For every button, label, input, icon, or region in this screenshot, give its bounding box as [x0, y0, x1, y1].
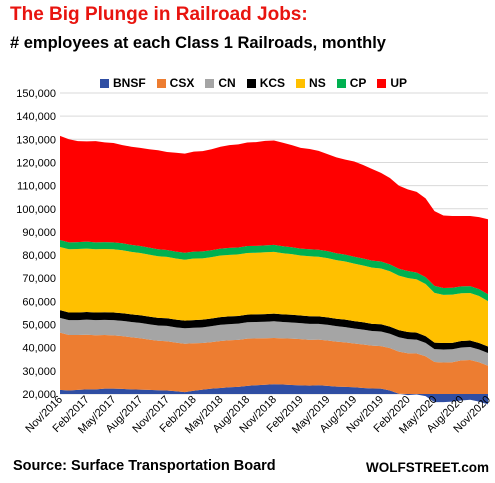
- legend-label: CP: [349, 76, 367, 90]
- area-cn: [60, 317, 488, 366]
- y-axis: 20,000 30,000 40,000 50,000 60,000 70,000 80,0…: [16, 88, 56, 401]
- y-tick-label: 80,000: [22, 250, 56, 262]
- legend-label: CSX: [169, 76, 195, 90]
- area-up: [60, 135, 488, 295]
- legend-item-up: UP: [377, 76, 407, 90]
- area-bnsf: [60, 384, 488, 405]
- area-csx: [60, 332, 488, 394]
- y-tick-label: 120,000: [16, 157, 56, 169]
- legend-label: UP: [390, 76, 408, 90]
- chart-legend: BNSF CSX CN KCS NS CP UP: [100, 73, 418, 93]
- legend-item-csx: CSX: [156, 76, 195, 90]
- area-kcs: [60, 310, 488, 354]
- source-note: Source: Surface Transportation Board: [13, 458, 276, 474]
- legend-swatch: [377, 78, 387, 88]
- legend-item-cn: CN: [205, 76, 236, 90]
- legend-label: NS: [309, 76, 326, 90]
- legend-item-kcs: KCS: [246, 76, 286, 90]
- brand-label: WOLFSTREET.com: [365, 460, 489, 475]
- legend-swatch: [205, 78, 215, 88]
- legend-label: CN: [218, 76, 236, 90]
- chart-title: The Big Plunge in Railroad Jobs:: [10, 4, 308, 25]
- x-axis: Nov/2016Feb/2017May/2017Aug/2017Nov/2017…: [23, 394, 493, 437]
- y-tick-label: 140,000: [16, 111, 56, 123]
- legend-swatch: [296, 78, 306, 88]
- area-series: [60, 135, 488, 405]
- legend-item-cp: CP: [336, 76, 367, 90]
- y-tick-label: 100,000: [16, 204, 56, 216]
- area-cp: [60, 240, 488, 302]
- y-tick-label: 90,000: [22, 227, 56, 239]
- legend-label: BNSF: [113, 76, 146, 90]
- y-tick-label: 150,000: [16, 88, 56, 100]
- legend-swatch: [156, 78, 166, 88]
- y-tick-label: 130,000: [16, 134, 56, 146]
- legend-swatch: [246, 78, 256, 88]
- y-tick-label: 70,000: [22, 273, 56, 285]
- legend-item-bnsf: BNSF: [100, 76, 146, 90]
- y-tick-label: 40,000: [22, 343, 56, 355]
- area-ns: [60, 246, 488, 347]
- y-tick-label: 50,000: [22, 320, 56, 332]
- legend-label: KCS: [259, 76, 286, 90]
- legend-item-ns: NS: [296, 76, 326, 90]
- y-tick-label: 110,000: [17, 181, 56, 193]
- legend-swatch: [100, 78, 109, 88]
- y-tick-label: 60,000: [22, 296, 56, 308]
- y-tick-label: 30,000: [22, 366, 56, 378]
- y-tick-label: 20,000: [22, 389, 56, 401]
- legend-swatch: [336, 78, 346, 88]
- chart-subtitle: # employees at each Class 1 Railroads, m…: [10, 34, 386, 52]
